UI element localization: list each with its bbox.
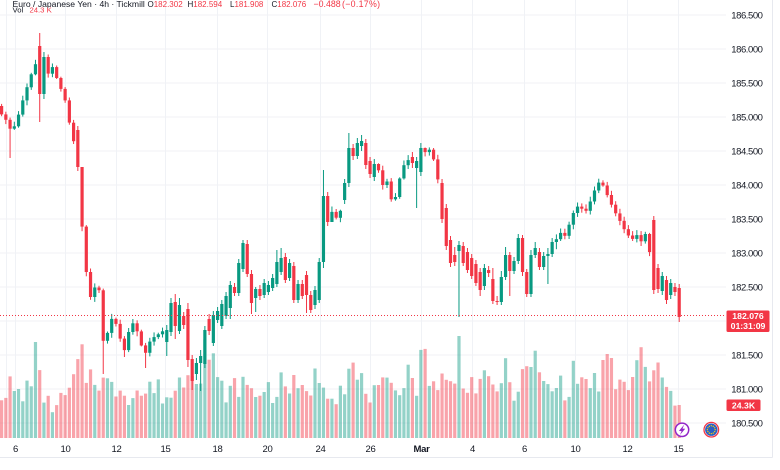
svg-text:184.000: 184.000 — [731, 180, 762, 191]
svg-text:−0.488: −0.488 — [314, 0, 341, 9]
svg-text:L181.908: L181.908 — [230, 0, 264, 9]
svg-text:Vol: Vol — [13, 6, 24, 15]
svg-text:181.000: 181.000 — [731, 384, 762, 395]
svg-text:186.500: 186.500 — [731, 10, 762, 21]
svg-text:Mar: Mar — [414, 444, 431, 455]
svg-text:01:31:09: 01:31:09 — [731, 321, 766, 331]
svg-text:183.000: 183.000 — [731, 248, 762, 259]
svg-text:183.500: 183.500 — [731, 214, 762, 225]
svg-text:10: 10 — [571, 444, 581, 455]
svg-text:185.500: 185.500 — [731, 78, 762, 89]
svg-text:180.500: 180.500 — [731, 418, 762, 429]
svg-text:12: 12 — [112, 444, 122, 455]
svg-text:20: 20 — [263, 444, 273, 455]
svg-text:186.000: 186.000 — [731, 44, 762, 55]
svg-text:10: 10 — [61, 444, 71, 455]
svg-text:185.000: 185.000 — [731, 112, 762, 123]
svg-text:15: 15 — [161, 444, 171, 455]
svg-text:24.3 K: 24.3 K — [30, 6, 53, 15]
svg-text:H182.594: H182.594 — [188, 0, 223, 9]
svg-text:Euro / Japanese Yen · 4h · Tic: Euro / Japanese Yen · 4h · Tickmill — [13, 0, 145, 9]
svg-text:6: 6 — [13, 444, 18, 455]
svg-text:26: 26 — [366, 444, 376, 455]
svg-text:6: 6 — [522, 444, 527, 455]
svg-text:184.500: 184.500 — [731, 146, 762, 157]
svg-text:24: 24 — [316, 444, 326, 455]
svg-text:24.3K: 24.3K — [732, 401, 756, 411]
svg-text:181.500: 181.500 — [731, 350, 762, 361]
svg-text:12: 12 — [623, 444, 633, 455]
svg-text:(−0.17%): (−0.17%) — [342, 0, 380, 9]
svg-text:O182.302: O182.302 — [148, 0, 184, 9]
svg-text:C182.076: C182.076 — [272, 0, 307, 9]
svg-text:182.500: 182.500 — [731, 282, 762, 293]
svg-text:15: 15 — [674, 444, 684, 455]
svg-text:4: 4 — [470, 444, 475, 455]
svg-text:182.076: 182.076 — [732, 311, 764, 321]
svg-text:18: 18 — [213, 444, 223, 455]
